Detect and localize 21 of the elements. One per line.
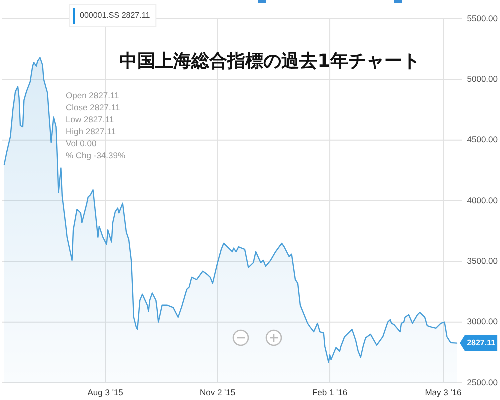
annotation: High 2827.11 — [66, 126, 116, 136]
y-tick-label: 4500.00 — [467, 134, 498, 145]
annotation: % Chg -34.39% — [66, 150, 126, 160]
x-tick-label: Feb 1 '16 — [312, 387, 348, 398]
x-tick-label: Aug 3 '15 — [88, 387, 124, 398]
x-tick-label: May 3 '16 — [425, 387, 462, 398]
y-tick-label: 4000.00 — [467, 195, 498, 206]
data-label: 2827.11 — [467, 338, 496, 348]
ticker-label: 000001.SS 2827.11 — [70, 4, 157, 28]
annotation: Open 2827.11 — [66, 90, 120, 100]
y-tick-label: 5000.00 — [467, 74, 498, 84]
y-tick-label: 5500.00 — [467, 13, 498, 24]
annotation: Low 2827.11 — [66, 114, 114, 124]
y-tick-label: 3000.00 — [467, 316, 498, 327]
text: 中国上海総合指標の過去1年チャート — [120, 50, 420, 72]
annotation: 000001.SS 2827.11 — [80, 11, 151, 20]
x-tick-label: Nov 2 '15 — [200, 387, 236, 398]
annotation: Vol 0.00 — [66, 138, 97, 148]
y-tick-label: 3500.00 — [467, 256, 498, 266]
y-tick-label: 2500.00 — [467, 377, 498, 388]
annotation: Close 2827.11 — [66, 102, 120, 112]
